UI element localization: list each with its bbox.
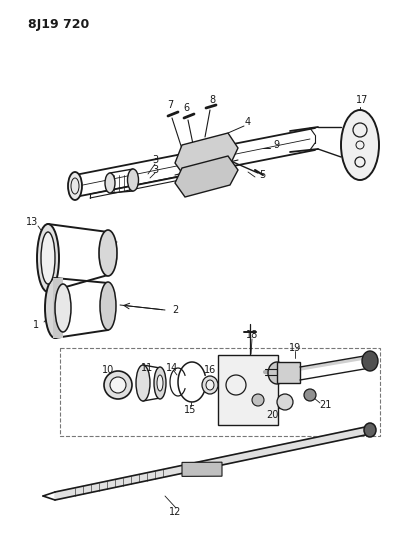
Ellipse shape <box>341 110 379 180</box>
Text: 2: 2 <box>172 305 178 315</box>
Text: 5: 5 <box>259 170 265 180</box>
Text: 9: 9 <box>273 140 279 150</box>
Ellipse shape <box>202 376 218 394</box>
Text: 8J19 720: 8J19 720 <box>28 18 89 31</box>
Text: 7: 7 <box>167 100 173 110</box>
Circle shape <box>304 389 316 401</box>
Bar <box>60 348 380 436</box>
Text: 18: 18 <box>246 330 258 340</box>
Text: 20: 20 <box>266 410 278 420</box>
Ellipse shape <box>110 377 126 393</box>
Ellipse shape <box>104 371 132 399</box>
Ellipse shape <box>157 375 163 391</box>
Text: 13: 13 <box>26 217 38 227</box>
Bar <box>218 355 278 425</box>
Ellipse shape <box>362 351 378 371</box>
Polygon shape <box>182 462 222 477</box>
Ellipse shape <box>136 365 150 401</box>
Text: 15: 15 <box>184 405 196 415</box>
Ellipse shape <box>268 362 286 384</box>
Ellipse shape <box>99 230 117 276</box>
Ellipse shape <box>68 172 82 200</box>
Ellipse shape <box>41 232 55 284</box>
Text: 12: 12 <box>169 507 181 517</box>
Ellipse shape <box>105 173 115 193</box>
Text: 10: 10 <box>102 365 114 375</box>
Ellipse shape <box>206 380 214 390</box>
Ellipse shape <box>127 169 138 191</box>
Ellipse shape <box>55 284 71 332</box>
Text: 3: 3 <box>152 165 158 175</box>
Ellipse shape <box>45 278 65 338</box>
Text: 14: 14 <box>166 363 178 373</box>
Text: 3: 3 <box>152 155 158 165</box>
Polygon shape <box>55 426 370 500</box>
Circle shape <box>277 394 293 410</box>
Text: 8: 8 <box>209 95 215 105</box>
Polygon shape <box>53 278 63 338</box>
Text: 6: 6 <box>183 103 189 113</box>
Ellipse shape <box>364 423 376 437</box>
Polygon shape <box>175 156 238 197</box>
Ellipse shape <box>154 367 166 399</box>
Text: 4: 4 <box>245 117 251 127</box>
Text: 11: 11 <box>141 363 153 373</box>
Text: 17: 17 <box>356 95 368 105</box>
Circle shape <box>252 394 264 406</box>
Ellipse shape <box>37 224 59 292</box>
Polygon shape <box>277 362 300 383</box>
Ellipse shape <box>100 282 116 330</box>
Text: 1: 1 <box>33 320 39 330</box>
Text: 16: 16 <box>204 365 216 375</box>
Polygon shape <box>175 133 238 177</box>
Text: 21: 21 <box>319 400 331 410</box>
Text: 19: 19 <box>289 343 301 353</box>
